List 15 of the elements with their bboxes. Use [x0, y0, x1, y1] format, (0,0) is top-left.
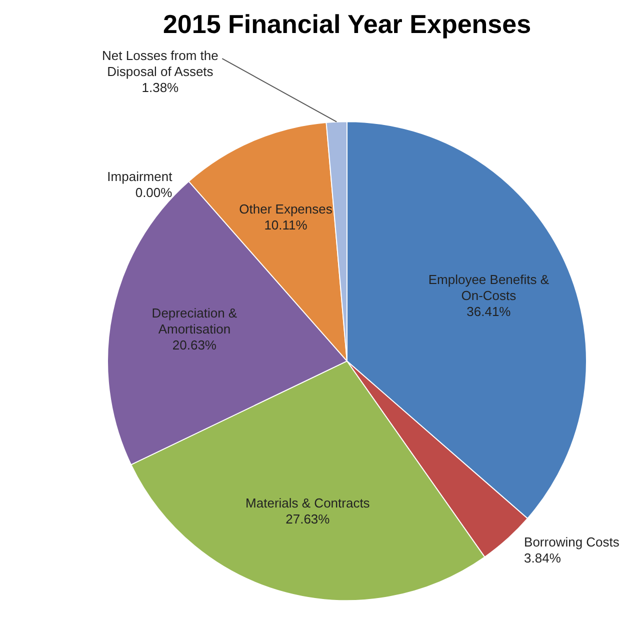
- data-label: 10.11%: [264, 218, 308, 233]
- data-label: 1.38%: [142, 80, 180, 96]
- data-label: 27.63%: [286, 511, 330, 526]
- data-label: 36.41%: [466, 304, 512, 320]
- slice-label: Employee Benefits & On-Costs: [428, 272, 550, 304]
- category-label: Impairment: [107, 169, 172, 184]
- text: 0.00%: [135, 185, 172, 200]
- data-label: 20.63%: [172, 338, 217, 353]
- slice-label: Depreciation & Amortisation: [152, 306, 238, 337]
- slice-label: Borrowing Costs: [524, 534, 620, 550]
- slice-label: Other Expenses: [239, 202, 333, 217]
- chart-title: 2015 Financial Year Expenses: [162, 8, 532, 39]
- slice-label: Net Losses from the Disposal of Assets: [102, 48, 218, 80]
- slice-label: Materials & Contracts: [246, 495, 370, 510]
- data-label: 3.84%: [524, 550, 562, 566]
